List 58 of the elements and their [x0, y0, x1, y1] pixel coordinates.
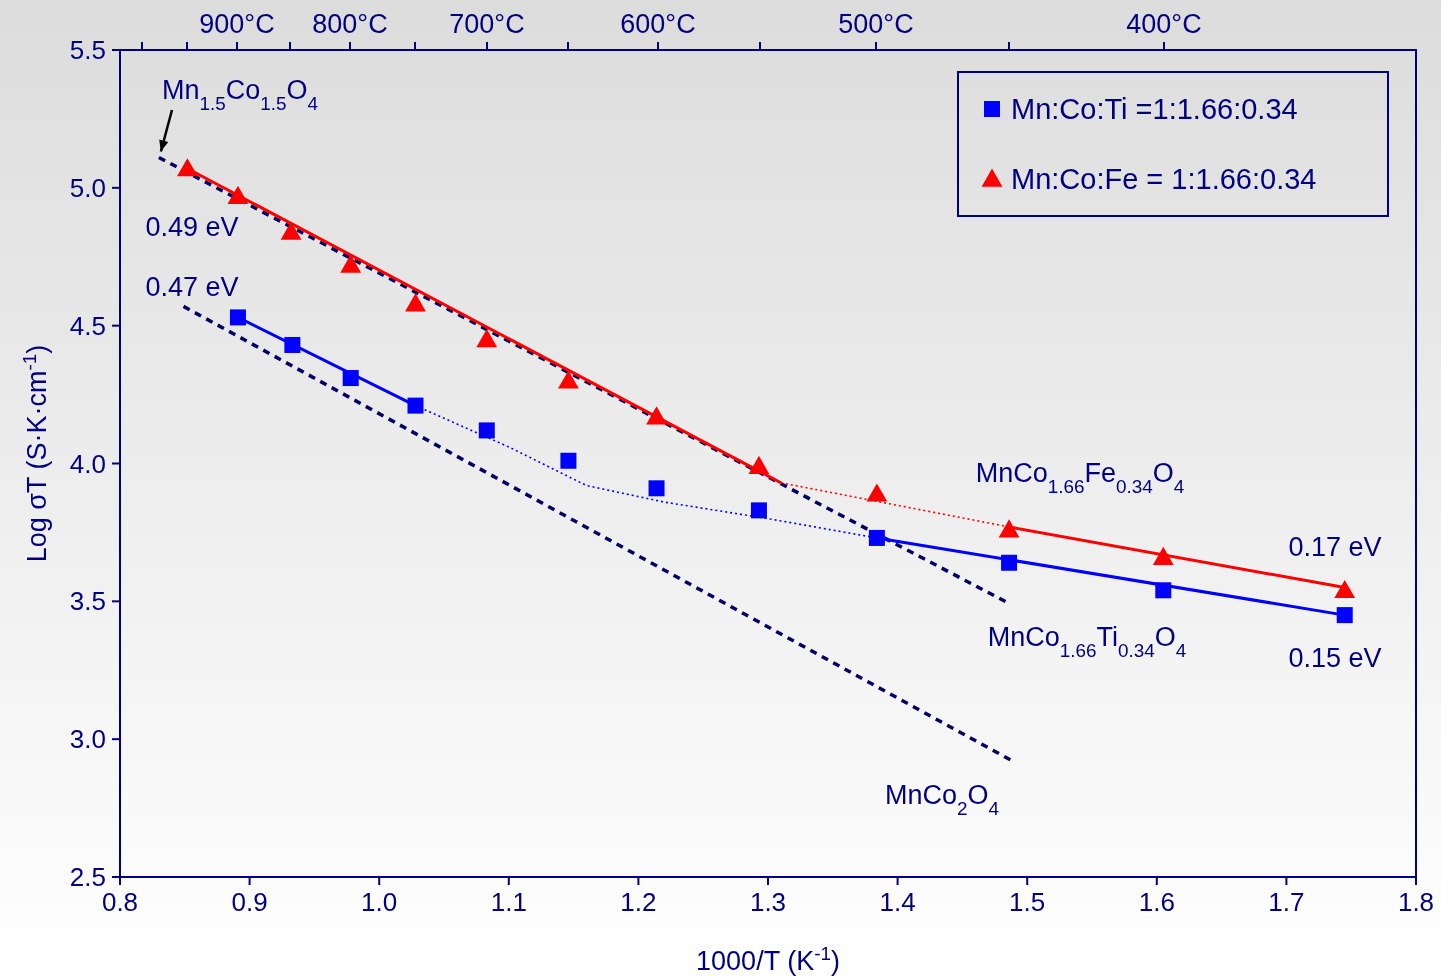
point [558, 370, 579, 389]
point [476, 329, 498, 348]
x-tick-label: 1.2 [620, 887, 657, 917]
point [176, 158, 198, 177]
point [1155, 582, 1172, 599]
x-tick-label: 1.1 [490, 887, 527, 917]
point [866, 483, 888, 502]
point [1001, 554, 1018, 571]
point [748, 455, 770, 475]
legend-label: Mn:Co:Ti =1:1.66:0.34 [1011, 93, 1298, 126]
point [342, 370, 359, 387]
annotation: 0.49 eV [145, 212, 239, 243]
point [646, 406, 667, 425]
point [405, 293, 426, 312]
y-tick-label: 3.0 [69, 724, 106, 755]
x-tick-label: 1.6 [1138, 887, 1175, 917]
x-tick-label: 0.9 [231, 887, 268, 917]
point [478, 422, 495, 439]
point [648, 480, 665, 497]
x-axis-title: 1000/T (K$^{-1}$) [696, 942, 840, 976]
y-tick-label: 3.5 [69, 586, 106, 617]
annotation: Mn$_{1.5}$Co$_{1.5}$O$_{4}$ [161, 75, 319, 114]
point [1336, 607, 1353, 624]
text: 900°C [199, 9, 275, 40]
x-tick-label: 1.8 [1397, 887, 1435, 917]
point [340, 254, 362, 273]
y-tick-label: 4.5 [69, 310, 106, 341]
text: 500°C [838, 9, 914, 40]
annotation: 0.47 eV [145, 272, 239, 303]
y-tick-label: 5.0 [69, 172, 106, 203]
annotation: 0.15 eV [1288, 643, 1382, 674]
text: 600°C [620, 9, 696, 40]
annotation: MnCo$_{1.66}$Ti$_{0.34}$O$_{4}$ [987, 622, 1187, 661]
point [407, 397, 424, 414]
x-tick-label: 1.3 [749, 887, 787, 917]
x-tick-label: 1.4 [879, 887, 916, 917]
point [227, 185, 249, 204]
point [229, 309, 246, 326]
annotation: 0.17 eV [1288, 532, 1382, 563]
y-tick-label: 4.0 [69, 448, 106, 479]
point [284, 336, 301, 353]
x-tick-label: 1.7 [1268, 887, 1305, 917]
point [750, 502, 767, 519]
point [998, 519, 1020, 538]
text: 800°C [312, 9, 388, 40]
annotation: MnCo$_{1.66}$Fe$_{0.34}$O$_{4}$ [975, 458, 1185, 497]
point [1152, 546, 1174, 566]
text: 700°C [449, 9, 525, 40]
x-tick-label: 1.0 [361, 887, 398, 917]
y-tick-label: 5.5 [69, 35, 106, 66]
x-tick-label: 1.5 [1009, 887, 1046, 917]
annotation: MnCo$_{2}$O$_{4}$ [884, 780, 1000, 819]
point [560, 452, 577, 469]
text: 400°C [1126, 9, 1202, 40]
point [1334, 579, 1356, 599]
point [280, 221, 302, 240]
legend-label: Mn:Co:Fe = 1:1.66:0.34 [1011, 163, 1317, 196]
point [868, 529, 885, 546]
